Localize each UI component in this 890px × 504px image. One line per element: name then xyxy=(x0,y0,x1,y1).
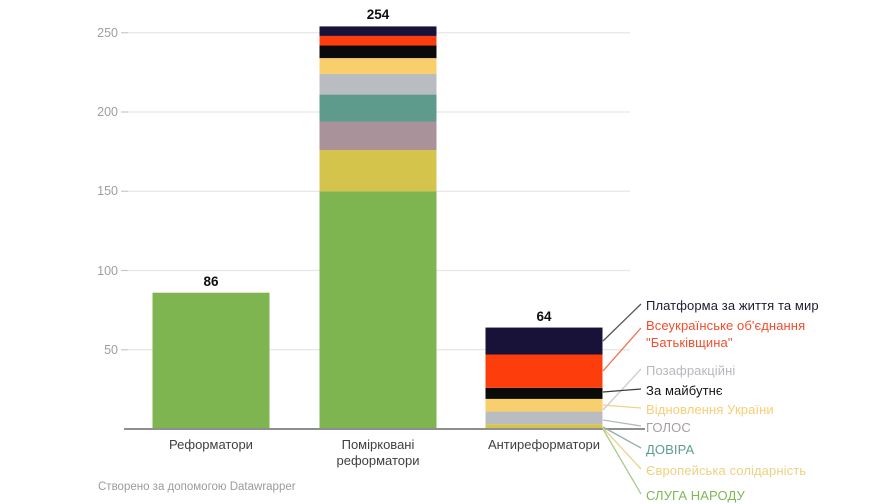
y-tick-label-50: 50 xyxy=(104,342,118,357)
leader-line-європейська-солідарність xyxy=(602,427,642,470)
leader-line-голос xyxy=(602,419,642,427)
legend-item-голос: ГОЛОС xyxy=(646,420,691,435)
leader-line-відновлення-україни xyxy=(602,404,642,409)
bar-помірковані-реформатори-segment-позафракційні xyxy=(319,73,437,95)
leader-line-довіра xyxy=(602,426,642,449)
bar-антиреформатори-segment-платформа-за-життя-та-мир xyxy=(485,327,603,355)
y-tick-label-100: 100 xyxy=(97,263,118,278)
value-label-реформатори: 86 xyxy=(203,273,219,289)
bar-помірковані-реформатори-segment-слуга-народу xyxy=(319,191,437,429)
leader-line-всеукраїнське-об-єднання-батьківщина xyxy=(602,327,642,372)
bar-помірковані-реформатори-segment-голос xyxy=(319,121,437,151)
value-label-антиреформатори: 64 xyxy=(536,308,552,324)
value-label-помірковані-реформатори: 254 xyxy=(366,7,390,23)
bar-антиреформатори-segment-за-майбутнє xyxy=(485,387,603,399)
bar-реформатори-segment-слуга-народу xyxy=(152,292,270,429)
legend-item-платформа-за-життя-та-мир: Платформа за життя та мир xyxy=(646,298,819,313)
legend-item-довіра: ДОВІРА xyxy=(646,442,695,457)
y-tick-label-150: 150 xyxy=(97,184,118,199)
y-tick-label-200: 200 xyxy=(97,105,118,119)
bar-антиреформатори-segment-європейська-солідарність xyxy=(485,424,603,429)
datawrapper-credit-link[interactable]: Створено за допомогою Datawrapper xyxy=(98,481,296,493)
legend-item-за-майбутнє: За майбутнє xyxy=(646,383,723,398)
legend-item-відновлення-україни: Відновлення України xyxy=(646,402,774,417)
bar-помірковані-реформатори-segment-відновлення-україни xyxy=(319,58,437,74)
leader-line-слуга-народу xyxy=(602,428,642,495)
y-tick-label-250: 250 xyxy=(97,25,118,40)
leader-line-платформа-за-життя-та-мир xyxy=(602,303,642,342)
bar-антиреформатори-segment-відновлення-україни xyxy=(485,398,603,412)
legend-item-європейська-солідарність: Європейська солідарність xyxy=(646,463,807,478)
legend-item-слуга-народу: СЛУГА НАРОДУ xyxy=(646,488,745,503)
x-axis-label-антиреформатори: Антиреформатори xyxy=(487,437,601,452)
legend-item-всеукраїнське-об-єднання-батьківщина: Всеукраїнське об'єднання "Батьківщина" xyxy=(646,318,806,350)
x-axis-label-реформатори: Реформатори xyxy=(169,437,253,452)
bar-антиреформатори-segment-всеукраїнське-об-єднання-батьківщина xyxy=(485,354,603,388)
bar-помірковані-реформатори-segment-за-майбутнє xyxy=(319,45,437,59)
leader-line-позафракційні xyxy=(602,368,642,411)
x-axis-label-помірковані-реформатори: Помірковані реформатори xyxy=(336,437,420,468)
bar-помірковані-реформатори-segment-європейська-солідарність xyxy=(319,150,437,192)
bar-помірковані-реформатори-segment-платформа-за-життя-та-мир xyxy=(319,26,437,36)
bar-антиреформатори-segment-позафракційні xyxy=(485,411,603,425)
bar-помірковані-реформатори-segment-всеукраїнське-об-єднання-батьківщина xyxy=(319,35,437,46)
leader-line-за-майбутнє xyxy=(602,388,642,393)
bar-помірковані-реформатори-segment-довіра xyxy=(319,94,437,122)
legend-item-позафракційні: Позафракційні xyxy=(646,363,736,378)
